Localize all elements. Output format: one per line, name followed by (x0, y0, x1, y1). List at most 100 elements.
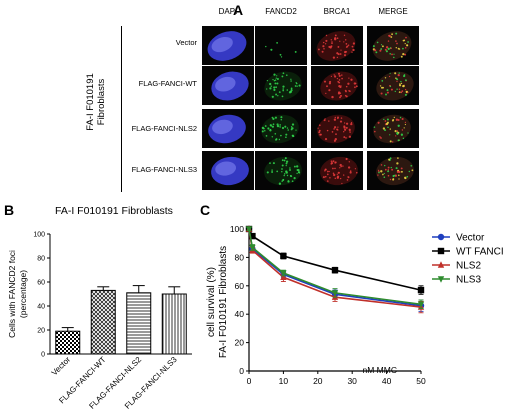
focus-dot (396, 162, 399, 165)
focus-dot (396, 132, 399, 135)
micrograph-image (317, 114, 355, 144)
focus-dot (328, 170, 330, 173)
focus-dot (330, 75, 333, 78)
focus-dot (285, 162, 288, 165)
focus-dot (266, 88, 268, 90)
focus-dot (379, 49, 382, 52)
focus-dot (290, 80, 292, 82)
focus-dot (347, 82, 350, 85)
nucleus-background (373, 114, 411, 144)
focus-dot (271, 95, 274, 98)
focus-dot (399, 84, 402, 87)
bar (161, 293, 187, 355)
focus-dot (338, 85, 341, 87)
focus-dot (261, 130, 264, 133)
micrograph-fanci-wt-dapi (202, 66, 254, 105)
data-point (280, 270, 287, 277)
focus-dot (290, 87, 293, 90)
focus-dot (396, 130, 399, 132)
focus-dot (334, 177, 337, 180)
col-label-fancd2: FANCD2 (265, 7, 297, 16)
focus-dot (291, 123, 295, 126)
focus-dot (276, 77, 279, 81)
focus-dot (280, 116, 283, 119)
focus-dot (281, 170, 283, 173)
focus-dot (293, 165, 296, 168)
focus-dot (324, 168, 327, 171)
focus-dot (396, 88, 398, 90)
focus-dot (337, 92, 341, 95)
focus-dot (408, 170, 411, 173)
focus-dot (279, 126, 281, 128)
focus-dot (273, 80, 276, 82)
focus-dot (344, 94, 347, 97)
focus-dot (318, 124, 321, 127)
focus-dot (345, 122, 349, 125)
focus-dot (404, 47, 407, 49)
focus-dot (276, 170, 279, 173)
focus-dot (387, 47, 390, 51)
focus-dot (324, 118, 326, 120)
data-point (417, 286, 425, 294)
focus-dot (402, 52, 405, 56)
focus-dot (389, 85, 392, 88)
focus-dot (295, 82, 297, 84)
focus-dot (285, 157, 287, 160)
row-label-fanci-nls3: FLAG-FANCI-NLS3 (131, 165, 197, 174)
focus-dot (330, 163, 333, 165)
focus-dot (382, 173, 384, 176)
focus-dot (326, 85, 328, 88)
focus-dot (389, 134, 391, 136)
focus-dot (343, 128, 347, 131)
focus-dot (403, 75, 406, 78)
y-tick-label: 80 (37, 256, 45, 263)
focus-dot (267, 127, 270, 130)
focus-dot (397, 118, 400, 122)
focus-dot (395, 118, 399, 121)
focus-dot (343, 122, 346, 124)
focus-dot (276, 124, 280, 128)
micrograph-fanci-wt-merge (367, 66, 419, 105)
focus-dot (290, 128, 293, 131)
focus-dot (290, 78, 292, 80)
focus-dot (292, 135, 295, 138)
focus-dot (322, 45, 325, 48)
focus-dot (265, 135, 268, 137)
focus-dot (326, 170, 329, 173)
focus-dot (343, 54, 347, 57)
focus-dot (296, 85, 298, 87)
focus-dot (407, 132, 409, 134)
micrograph-image (264, 71, 302, 101)
focus-dot (393, 56, 395, 59)
focus-dot (281, 180, 283, 182)
focus-dot (339, 96, 341, 99)
focus-dot (340, 94, 342, 97)
focus-dot (279, 124, 281, 126)
focus-dot (383, 176, 386, 178)
focus-dot (349, 171, 352, 174)
col-label-merge: MERGE (378, 7, 408, 16)
focus-dot (372, 45, 375, 48)
focus-dot (264, 129, 266, 132)
focus-dot (347, 44, 350, 46)
focus-dot (379, 85, 382, 87)
focus-dot (354, 82, 357, 85)
focus-dot (384, 77, 387, 79)
focus-dot (385, 50, 388, 53)
focus-dot (340, 49, 342, 51)
focus-dot (392, 141, 394, 143)
focus-dot (407, 91, 409, 94)
focus-dot (298, 172, 301, 174)
micrograph-image (261, 114, 299, 144)
focus-dot (331, 95, 334, 99)
focus-dot (261, 126, 265, 130)
focus-dot (322, 176, 325, 179)
focus-dot (336, 56, 339, 59)
micrograph-fanci-wt-brca1 (311, 66, 363, 105)
focus-dot (398, 91, 401, 93)
focus-dot (348, 128, 351, 131)
focus-dot (373, 126, 376, 128)
focus-dot (342, 165, 344, 167)
micrograph-image (376, 156, 414, 186)
focus-dot (391, 168, 394, 171)
